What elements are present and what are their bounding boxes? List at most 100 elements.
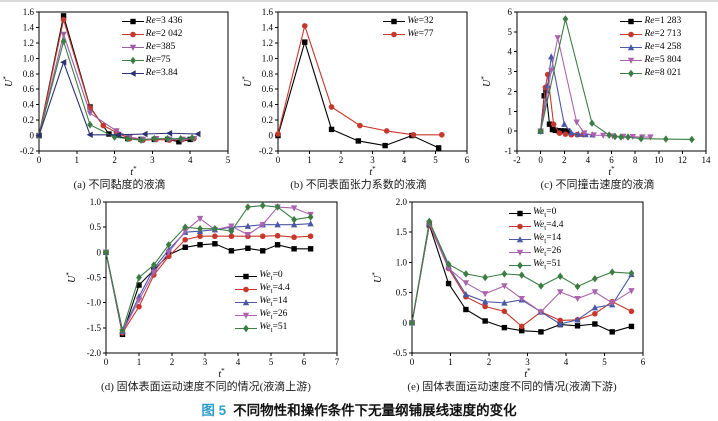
legend-label: Re=3.84 xyxy=(145,68,178,79)
svg-text:0.6: 0.6 xyxy=(261,84,273,94)
legend-label: Wet=0 xyxy=(259,270,283,283)
svg-text:0: 0 xyxy=(538,155,543,165)
plot-d: 0 1 2 3 4 5 6 7 -2.0 -1.5 -1.0 -0.5 0 0.5 1.0 t* U* Wet=0… xyxy=(65,194,346,380)
legend-item: Re=4 258 xyxy=(620,41,681,54)
svg-text:0: 0 xyxy=(97,247,102,257)
series-e-4 xyxy=(409,217,635,327)
legend-item: Wet=0 xyxy=(509,207,563,220)
svg-text:1.0: 1.0 xyxy=(90,197,102,207)
svg-text:4: 4 xyxy=(507,47,512,57)
legend-d: Wet=0 Wet=4.4 Wet=14 Wet=26 Wet=51 xyxy=(235,270,290,335)
series-e-3 xyxy=(408,220,635,327)
legend-marker-icon xyxy=(620,43,643,50)
legend-label: We=77 xyxy=(407,29,434,40)
legend-label: Re=2 042 xyxy=(145,29,183,40)
legend-label: Wet=14 xyxy=(533,233,562,245)
svg-text:14: 14 xyxy=(701,155,711,165)
caption-b: (b) 不同表面张力系数的液滴 xyxy=(290,179,427,191)
legend-marker-icon xyxy=(383,18,406,24)
svg-text:5: 5 xyxy=(225,155,230,165)
svg-text:0.2: 0.2 xyxy=(22,115,33,125)
legend-marker-icon xyxy=(509,249,532,256)
legend-label: We=32 xyxy=(407,16,434,27)
legend-a: Re=3 436 Re=2 042 Re=385 Re=75 Re=3.84 xyxy=(121,15,183,80)
caption-a: (a) 不同黏度的液滴 xyxy=(73,179,166,191)
legend-item: Wet=4.4 xyxy=(509,220,563,233)
svg-text:t*: t* xyxy=(369,165,376,178)
svg-text:-0.5: -0.5 xyxy=(87,273,102,283)
svg-text:-1.5: -1.5 xyxy=(87,323,102,333)
svg-text:0: 0 xyxy=(410,357,415,367)
series-b-1 xyxy=(274,23,445,138)
svg-text:2: 2 xyxy=(507,86,512,96)
series-b-0 xyxy=(274,39,441,151)
series-c-2 xyxy=(536,53,596,138)
svg-text:0.8: 0.8 xyxy=(261,69,273,79)
legend-label: Re=1 283 xyxy=(644,16,682,27)
legend-marker-icon xyxy=(620,18,643,24)
svg-text:6: 6 xyxy=(507,7,512,17)
svg-text:2: 2 xyxy=(112,155,117,165)
legend-marker-icon xyxy=(121,56,144,64)
svg-text:1.6: 1.6 xyxy=(22,7,34,17)
svg-text:0: 0 xyxy=(275,155,280,165)
legend-item: Re=8 021 xyxy=(620,67,681,80)
series-a-3 xyxy=(35,37,195,144)
legend-b: We=32 We=77 xyxy=(383,15,433,41)
svg-text:1.4: 1.4 xyxy=(22,22,34,32)
legend-item: Re=3 436 xyxy=(121,15,183,28)
svg-text:0: 0 xyxy=(403,318,408,328)
caption-d: (d) 固体表面运动速度不同的情况(液滴上游) xyxy=(101,381,311,393)
svg-text:-1: -1 xyxy=(504,146,512,156)
svg-text:2: 2 xyxy=(487,357,492,367)
series-c-4 xyxy=(537,15,695,144)
legend-item: Wet=26 xyxy=(509,246,563,259)
svg-text:1: 1 xyxy=(507,106,512,116)
plot-a: 012345-0.200.20.40.60.81.01.21.41.6t*U*R… xyxy=(2,6,237,178)
legend-item: Re=75 xyxy=(121,54,183,67)
legend-marker-icon xyxy=(509,210,532,216)
legend-marker-icon xyxy=(235,324,258,333)
legend-marker-icon xyxy=(620,31,643,38)
svg-text:3: 3 xyxy=(507,67,512,77)
legend-item: Re=1 283 xyxy=(620,15,681,28)
caption-e: (e) 固体表面运动速度不同的情况(液滴下游) xyxy=(407,381,617,393)
legend-item: Re=5 804 xyxy=(620,54,681,67)
legend-label: Wet=26 xyxy=(533,246,562,258)
svg-text:-0.2: -0.2 xyxy=(19,146,33,156)
svg-text:2: 2 xyxy=(338,155,343,165)
svg-text:U*: U* xyxy=(66,272,78,283)
svg-text:1: 1 xyxy=(307,155,312,165)
legend-item: Re=385 xyxy=(121,41,183,54)
svg-text:1.0: 1.0 xyxy=(396,257,408,267)
legend-marker-icon xyxy=(235,273,258,280)
svg-text:6: 6 xyxy=(609,155,614,165)
legend-item: Re=2 042 xyxy=(121,28,183,41)
svg-text:4: 4 xyxy=(585,155,590,165)
svg-text:4: 4 xyxy=(187,155,192,165)
legend-marker-icon xyxy=(235,299,258,306)
svg-text:-0.2: -0.2 xyxy=(258,146,272,156)
svg-text:2.0: 2.0 xyxy=(396,197,408,207)
legend-label: Wet=26 xyxy=(259,309,288,322)
svg-text:U*: U* xyxy=(3,76,15,87)
svg-text:U*: U* xyxy=(372,272,384,283)
svg-text:0.6: 0.6 xyxy=(22,84,34,94)
legend-label: Wet=14 xyxy=(259,296,288,309)
legend-label: Wet=0 xyxy=(533,207,557,219)
chart-panel-b: 0123456-0.200.20.40.60.81.01.21.41.6t*U*… xyxy=(239,6,478,193)
svg-text:12: 12 xyxy=(677,155,686,165)
svg-text:0: 0 xyxy=(36,155,41,165)
figure-number: 图 5 xyxy=(201,403,227,418)
chart-panel-e: 0123456-0.500.51.01.52.0t*U*Wet=0Wet=4.4… xyxy=(368,194,656,395)
svg-text:0.5: 0.5 xyxy=(90,222,102,232)
svg-text:7: 7 xyxy=(335,357,340,367)
svg-text:3: 3 xyxy=(525,357,530,367)
legend-label: Wet=51 xyxy=(533,259,562,271)
legend-label: Re=3 436 xyxy=(145,16,183,27)
svg-text:-0.5: -0.5 xyxy=(393,348,408,358)
svg-text:5: 5 xyxy=(602,357,607,367)
